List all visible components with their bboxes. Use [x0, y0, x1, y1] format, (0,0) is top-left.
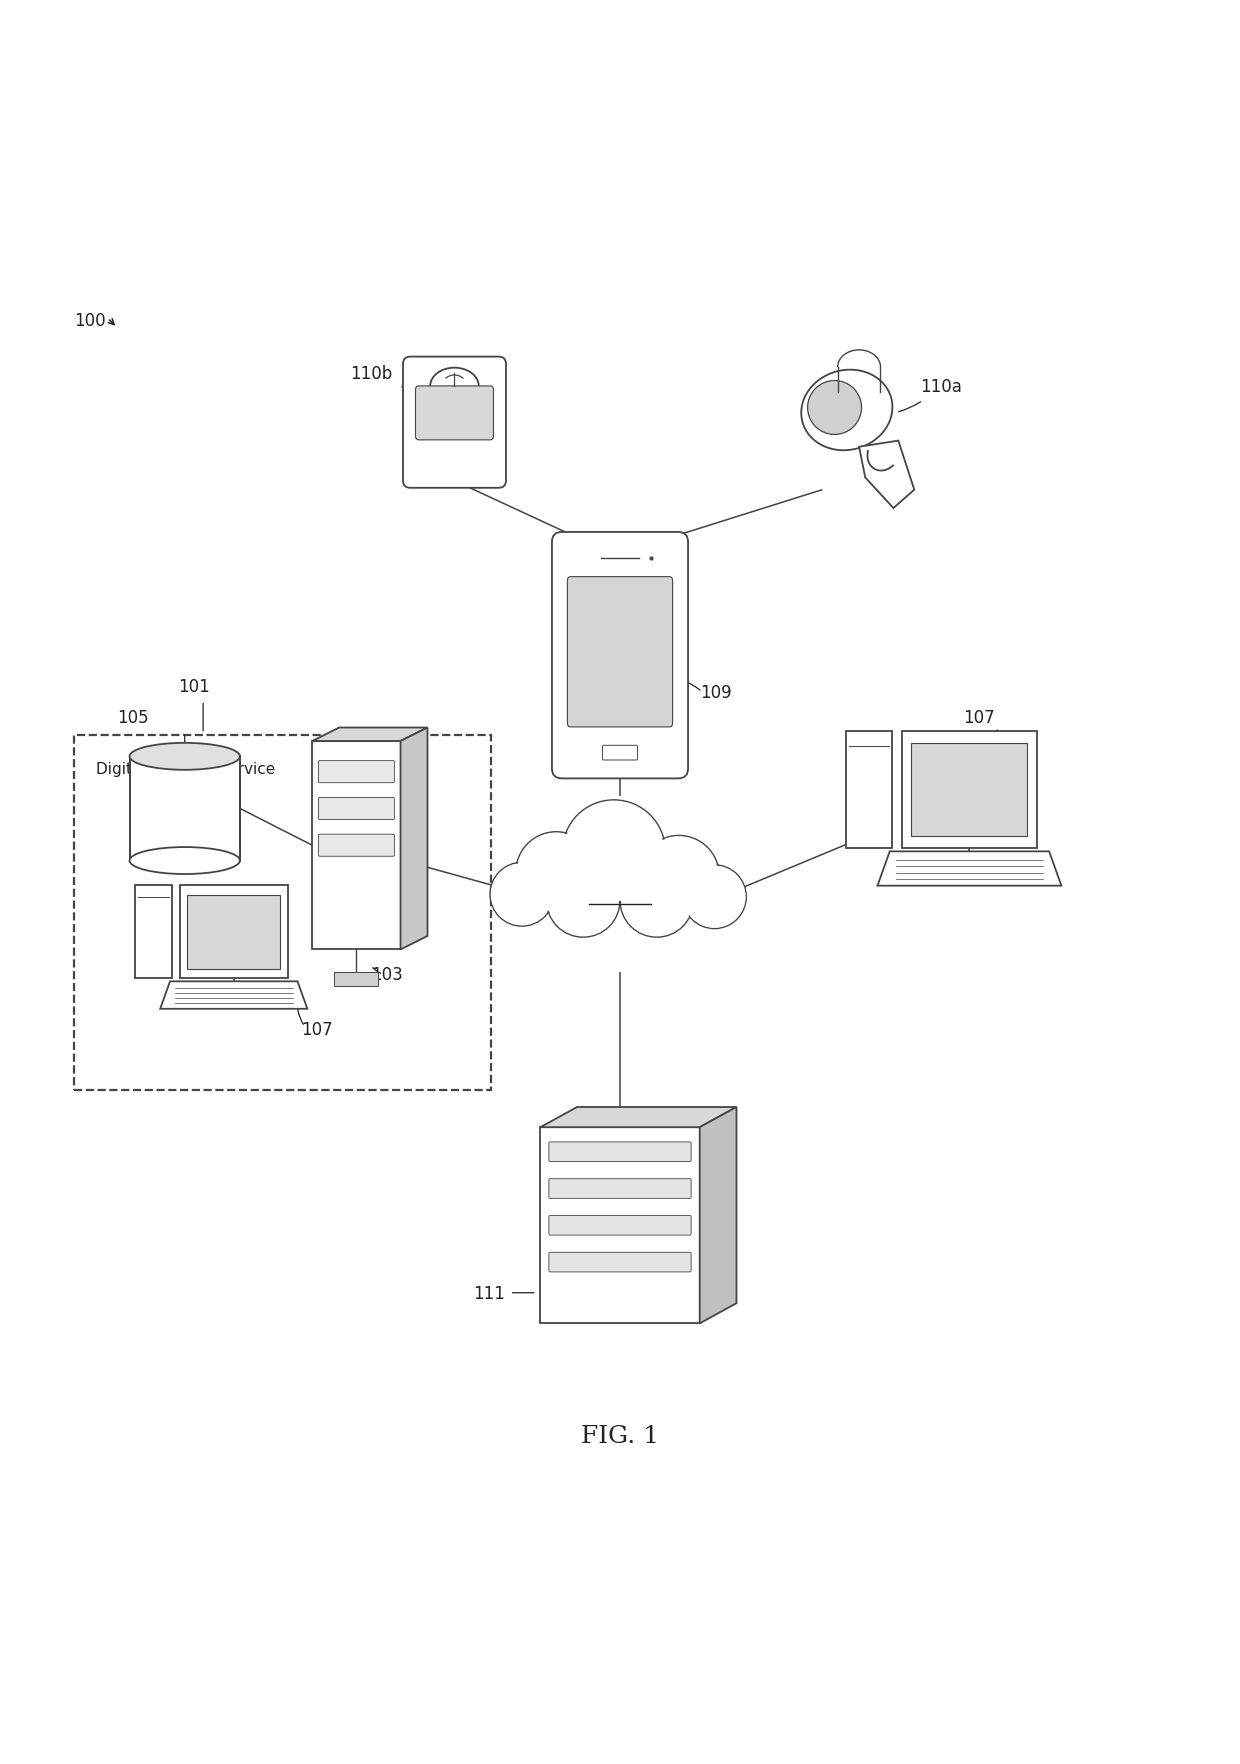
Circle shape	[516, 833, 596, 912]
Text: 105: 105	[118, 709, 149, 727]
Polygon shape	[859, 441, 914, 508]
FancyBboxPatch shape	[901, 732, 1037, 848]
Text: 100: 100	[74, 312, 105, 330]
Circle shape	[639, 836, 719, 916]
FancyBboxPatch shape	[549, 1141, 691, 1161]
Polygon shape	[160, 981, 308, 1009]
Circle shape	[517, 833, 595, 912]
FancyBboxPatch shape	[319, 797, 394, 820]
FancyBboxPatch shape	[135, 886, 172, 979]
Circle shape	[620, 864, 693, 937]
FancyBboxPatch shape	[335, 972, 378, 986]
Circle shape	[683, 866, 745, 928]
Circle shape	[563, 799, 666, 903]
Polygon shape	[401, 727, 428, 949]
Ellipse shape	[801, 370, 893, 450]
FancyBboxPatch shape	[603, 744, 637, 760]
Ellipse shape	[129, 743, 239, 769]
Polygon shape	[312, 727, 428, 741]
FancyBboxPatch shape	[403, 356, 506, 489]
Circle shape	[547, 864, 620, 937]
Text: 110a: 110a	[920, 377, 962, 395]
FancyBboxPatch shape	[911, 743, 1028, 836]
Polygon shape	[541, 1127, 699, 1323]
Circle shape	[640, 836, 718, 916]
FancyBboxPatch shape	[549, 1215, 691, 1235]
FancyBboxPatch shape	[180, 886, 288, 979]
Ellipse shape	[129, 847, 239, 873]
FancyBboxPatch shape	[187, 894, 280, 968]
Polygon shape	[129, 757, 239, 861]
FancyBboxPatch shape	[568, 577, 672, 727]
FancyBboxPatch shape	[319, 760, 394, 783]
Polygon shape	[312, 741, 401, 949]
Text: 101: 101	[179, 677, 211, 697]
Text: 109: 109	[699, 684, 732, 702]
Text: 110b: 110b	[350, 365, 393, 383]
Text: 115: 115	[603, 878, 637, 898]
Circle shape	[548, 864, 619, 937]
Text: 111: 111	[472, 1284, 505, 1304]
Text: 103: 103	[371, 967, 403, 984]
FancyBboxPatch shape	[846, 732, 893, 848]
FancyBboxPatch shape	[319, 834, 394, 856]
Circle shape	[621, 864, 692, 937]
Polygon shape	[699, 1108, 737, 1323]
Circle shape	[682, 864, 746, 928]
Polygon shape	[878, 852, 1061, 886]
Text: 107: 107	[301, 1021, 332, 1039]
Ellipse shape	[430, 367, 479, 404]
Text: FIG. 1: FIG. 1	[582, 1425, 658, 1448]
Circle shape	[490, 863, 554, 926]
Polygon shape	[541, 1108, 737, 1127]
Circle shape	[564, 801, 663, 901]
Text: 107: 107	[963, 709, 994, 727]
Circle shape	[807, 381, 862, 434]
Text: Digital Therapy Service: Digital Therapy Service	[97, 762, 275, 776]
FancyBboxPatch shape	[549, 1178, 691, 1198]
FancyBboxPatch shape	[549, 1252, 691, 1272]
Circle shape	[491, 863, 553, 924]
FancyBboxPatch shape	[552, 533, 688, 778]
FancyBboxPatch shape	[415, 386, 494, 439]
